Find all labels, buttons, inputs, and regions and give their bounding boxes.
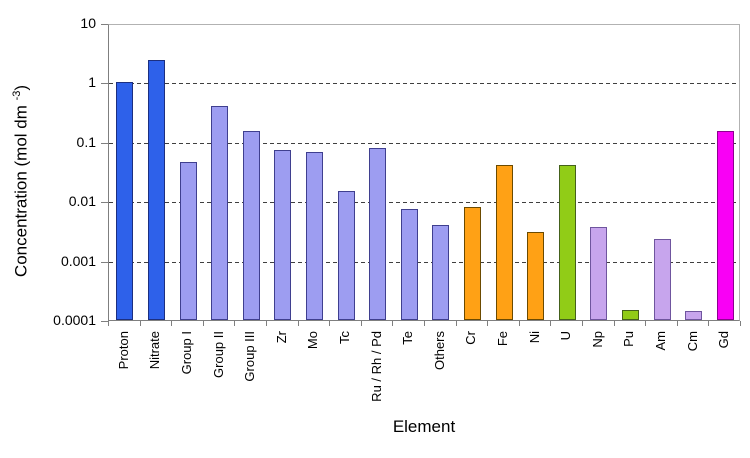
- x-category-label-group-ii: Group II: [211, 331, 226, 378]
- gridline-0.001: [109, 261, 739, 263]
- y-axis-title-text: Concentration (mol dm: [11, 100, 31, 278]
- y-tick-0.1: [101, 143, 108, 144]
- x-category-label-group-i: Group I: [179, 331, 194, 375]
- bar-ru-rh-pd: [369, 148, 387, 320]
- x-category-label-am: Am: [653, 331, 668, 351]
- x-category-label-zr: Zr: [274, 331, 289, 344]
- x-category-label-pu: Pu: [621, 331, 636, 347]
- bar-group-ii: [211, 106, 229, 320]
- bar-proton: [116, 82, 134, 320]
- bar-fe: [495, 165, 513, 320]
- y-tick-label-0.1: 0.1: [76, 134, 96, 150]
- x-tick-4: [234, 321, 235, 326]
- y-axis-title: Concentration (mol dm -3): [7, 85, 32, 277]
- x-tick-1: [140, 321, 141, 326]
- x-tick-6: [298, 321, 299, 326]
- y-tick-label-1: 1: [88, 74, 96, 90]
- y-tick-0.0001: [101, 321, 108, 322]
- bar-tc: [337, 191, 355, 320]
- y-tick-label-0.001: 0.001: [60, 253, 96, 269]
- x-tick-20: [740, 321, 741, 326]
- x-tick-12: [487, 321, 488, 326]
- x-tick-2: [171, 321, 172, 326]
- x-category-label-fe: Fe: [495, 331, 510, 347]
- x-category-label-te: Te: [400, 331, 415, 345]
- gridline-0.01: [109, 202, 739, 204]
- bar-te: [400, 209, 418, 320]
- gridline-1: [109, 83, 739, 85]
- x-tick-7: [329, 321, 330, 326]
- y-tick-0.01: [101, 202, 108, 203]
- x-category-label-ni: Ni: [527, 331, 542, 344]
- x-tick-16: [614, 321, 615, 326]
- x-tick-17: [645, 321, 646, 326]
- y-axis-title-superscript: -3: [11, 90, 23, 101]
- x-category-label-np: Np: [590, 331, 605, 348]
- bar-ni: [527, 232, 545, 320]
- x-tick-8: [361, 321, 362, 326]
- x-category-label-nitrate: Nitrate: [147, 331, 162, 370]
- x-tick-13: [519, 321, 520, 326]
- bar-group-i: [179, 162, 197, 320]
- x-category-label-u: U: [558, 331, 573, 341]
- x-tick-15: [582, 321, 583, 326]
- x-category-label-cr: Cr: [463, 331, 478, 345]
- x-tick-10: [424, 321, 425, 326]
- x-tick-9: [392, 321, 393, 326]
- x-tick-14: [550, 321, 551, 326]
- bar-cr: [463, 207, 481, 320]
- bar-nitrate: [147, 60, 165, 320]
- x-category-label-mo: Mo: [305, 331, 320, 350]
- plot-area: [108, 24, 740, 321]
- x-category-label-ru-rh-pd: Ru / Rh / Pd: [369, 331, 384, 402]
- x-axis-title: Element: [392, 417, 456, 436]
- bar-mo: [305, 152, 323, 320]
- bar-cm: [685, 311, 703, 320]
- x-tick-0: [108, 321, 109, 326]
- x-tick-11: [456, 321, 457, 326]
- y-tick-1: [101, 83, 108, 84]
- x-tick-19: [708, 321, 709, 326]
- y-tick-0.001: [101, 262, 108, 263]
- bar-group-iii: [242, 131, 260, 320]
- bar-gd: [716, 131, 734, 320]
- y-tick-label-0.01: 0.01: [68, 193, 96, 209]
- y-tick-label-0.0001: 0.0001: [53, 312, 96, 328]
- x-category-label-proton: Proton: [116, 331, 131, 370]
- x-category-label-others: Others: [432, 331, 447, 371]
- y-tick-10: [101, 24, 108, 25]
- y-tick-label-10: 10: [80, 15, 96, 31]
- bar-others: [432, 225, 450, 320]
- x-tick-18: [677, 321, 678, 326]
- gridline-0.1: [109, 142, 739, 144]
- bar-am: [653, 239, 671, 320]
- x-category-label-tc: Tc: [337, 331, 352, 344]
- x-tick-5: [266, 321, 267, 326]
- bar-u: [558, 165, 576, 320]
- x-category-label-cm: Cm: [685, 331, 700, 352]
- bar-pu: [621, 310, 639, 320]
- x-tick-3: [203, 321, 204, 326]
- x-category-label-group-iii: Group III: [242, 331, 257, 382]
- bar-np: [590, 227, 608, 320]
- bar-zr: [274, 150, 292, 320]
- x-category-label-gd: Gd: [716, 331, 731, 349]
